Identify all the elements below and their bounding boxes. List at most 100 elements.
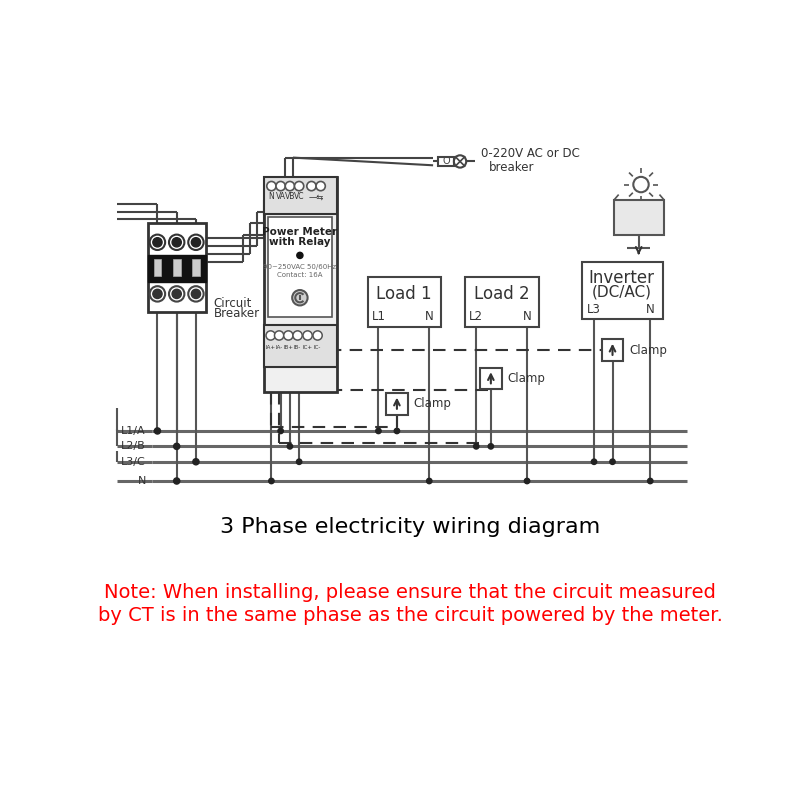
Text: O: O: [442, 157, 450, 166]
Circle shape: [488, 444, 494, 449]
Bar: [264, 325, 337, 367]
Circle shape: [153, 238, 162, 247]
Text: L1/A: L1/A: [122, 426, 146, 436]
Text: N: N: [269, 192, 274, 202]
Circle shape: [174, 443, 180, 450]
Text: L3: L3: [587, 302, 601, 316]
Text: IB+: IB+: [283, 346, 294, 350]
Circle shape: [169, 234, 184, 250]
Circle shape: [293, 331, 302, 340]
Circle shape: [172, 290, 182, 298]
Circle shape: [266, 182, 276, 190]
Bar: [192, 259, 200, 276]
Bar: [148, 255, 206, 282]
Circle shape: [276, 182, 286, 190]
Circle shape: [188, 234, 204, 250]
Circle shape: [313, 331, 322, 340]
Circle shape: [474, 444, 479, 449]
Circle shape: [153, 290, 162, 298]
Circle shape: [191, 238, 201, 247]
Text: Power Meter: Power Meter: [262, 227, 338, 238]
Circle shape: [292, 290, 307, 306]
Text: N: N: [646, 302, 654, 316]
Text: Clamp: Clamp: [508, 372, 546, 385]
Text: breaker: breaker: [489, 161, 534, 174]
Circle shape: [591, 459, 597, 465]
Circle shape: [287, 444, 293, 449]
Circle shape: [286, 182, 294, 190]
Circle shape: [307, 182, 316, 190]
Bar: [268, 217, 332, 317]
Bar: [438, 157, 454, 166]
Text: Inverter: Inverter: [589, 270, 654, 287]
Text: (DC/AC): (DC/AC): [592, 285, 652, 300]
Circle shape: [394, 428, 400, 434]
Circle shape: [188, 286, 204, 302]
Circle shape: [193, 458, 199, 465]
Circle shape: [303, 331, 312, 340]
Bar: [582, 262, 662, 319]
Circle shape: [278, 428, 283, 434]
Circle shape: [454, 155, 466, 168]
Text: L3/C: L3/C: [121, 457, 146, 466]
Bar: [368, 277, 441, 327]
Circle shape: [610, 459, 615, 465]
Circle shape: [150, 286, 165, 302]
Text: L2/B: L2/B: [121, 442, 146, 451]
Bar: [480, 368, 502, 390]
Circle shape: [284, 331, 293, 340]
Circle shape: [191, 290, 201, 298]
Text: Clamp: Clamp: [414, 398, 452, 410]
Circle shape: [297, 459, 302, 465]
Circle shape: [154, 428, 161, 434]
Bar: [154, 259, 162, 276]
Circle shape: [174, 478, 180, 484]
Text: Circuit: Circuit: [214, 298, 252, 310]
Text: N: N: [522, 310, 531, 323]
Circle shape: [294, 182, 304, 190]
Circle shape: [297, 252, 303, 258]
Text: IA+: IA+: [266, 346, 276, 350]
Bar: [264, 177, 337, 214]
Circle shape: [524, 478, 530, 484]
Text: VA: VA: [276, 192, 286, 202]
Text: Clamp: Clamp: [630, 344, 667, 357]
Circle shape: [647, 478, 653, 484]
Bar: [264, 177, 337, 393]
Bar: [148, 223, 206, 311]
Text: N: N: [138, 476, 146, 486]
Text: Contact: 16A: Contact: 16A: [277, 273, 322, 278]
Text: by CT is in the same phase as the circuit powered by the meter.: by CT is in the same phase as the circui…: [98, 606, 722, 626]
Circle shape: [274, 331, 284, 340]
Text: L2: L2: [470, 310, 483, 323]
Text: IA-: IA-: [275, 346, 282, 350]
Circle shape: [169, 286, 184, 302]
Circle shape: [426, 478, 432, 484]
Bar: [466, 277, 538, 327]
Text: VC: VC: [294, 192, 304, 202]
Text: IC+: IC+: [302, 346, 313, 350]
Circle shape: [172, 238, 182, 247]
Bar: [173, 259, 181, 276]
Text: 0-220V AC or DC: 0-220V AC or DC: [481, 147, 580, 160]
Bar: [602, 339, 623, 361]
Text: L1: L1: [371, 310, 386, 323]
Bar: [386, 394, 408, 414]
Circle shape: [634, 177, 649, 192]
Text: N: N: [425, 310, 434, 323]
Text: with Relay: with Relay: [269, 238, 330, 247]
Circle shape: [316, 182, 326, 190]
Circle shape: [376, 428, 381, 434]
Circle shape: [266, 331, 275, 340]
Text: Breaker: Breaker: [214, 307, 260, 321]
Bar: [614, 200, 664, 234]
Text: Load 2: Load 2: [474, 285, 530, 303]
Text: Load 1: Load 1: [376, 285, 432, 303]
Text: Note: When installing, please ensure that the circuit measured: Note: When installing, please ensure tha…: [104, 583, 716, 602]
Text: IC-: IC-: [314, 346, 322, 350]
Circle shape: [269, 478, 274, 484]
Circle shape: [150, 234, 165, 250]
Text: 3 Phase electricity wiring diagram: 3 Phase electricity wiring diagram: [220, 517, 600, 538]
Text: 90~250VAC 50/60Hz: 90~250VAC 50/60Hz: [263, 264, 337, 270]
Text: VB: VB: [285, 192, 295, 202]
